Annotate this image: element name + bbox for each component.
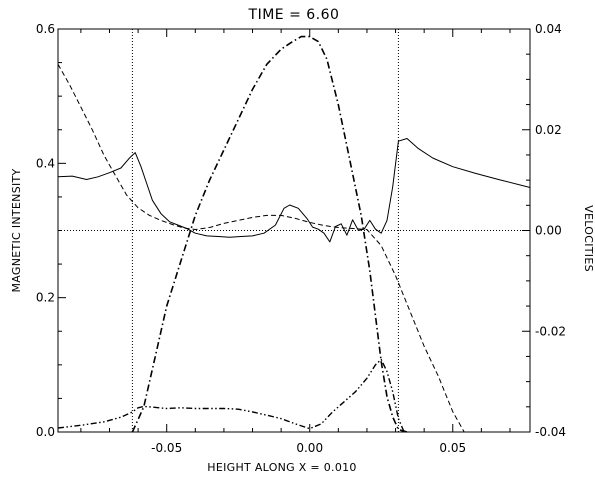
y-axis-left-title: MAGNETIC INTENSITY: [10, 168, 23, 292]
series-layer: [57, 35, 531, 433]
x-tick-label: 0.05: [439, 441, 466, 455]
y-left-tick-label: 0.6: [36, 22, 55, 36]
y-right-tick-label: -0.04: [535, 425, 566, 439]
x-tick-label: 0.00: [296, 441, 323, 455]
y-axis-right-title: VELOCITIES: [582, 205, 595, 272]
x-tick-label: -0.05: [151, 441, 182, 455]
y-right-tick-label: -0.02: [535, 324, 566, 338]
ticks-layer: -0.05 0.00 0.05 0.0 0.2 0.4 0.6 -0.04 -0.02 0.00 0…: [36, 22, 566, 455]
series-line-dashed: [57, 64, 465, 433]
y-left-tick-label: 0.0: [36, 425, 55, 439]
chart-title: TIME = 6.60: [248, 7, 340, 23]
series-line-solid: [57, 138, 531, 243]
x-axis-title: HEIGHT ALONG X = 0.010: [207, 461, 356, 474]
y-right-tick-label: 0.00: [535, 224, 562, 238]
series-line-dash-dot: [131, 35, 408, 433]
reference-lines: [58, 29, 530, 432]
plot-frame: [57, 28, 531, 433]
y-left-tick-label: 0.2: [36, 291, 55, 305]
series-line-dash-dot-dot: [57, 358, 405, 433]
y-right-tick-label: 0.02: [535, 123, 562, 137]
y-left-tick-label: 0.4: [36, 156, 55, 170]
y-right-tick-label: 0.04: [535, 22, 562, 36]
